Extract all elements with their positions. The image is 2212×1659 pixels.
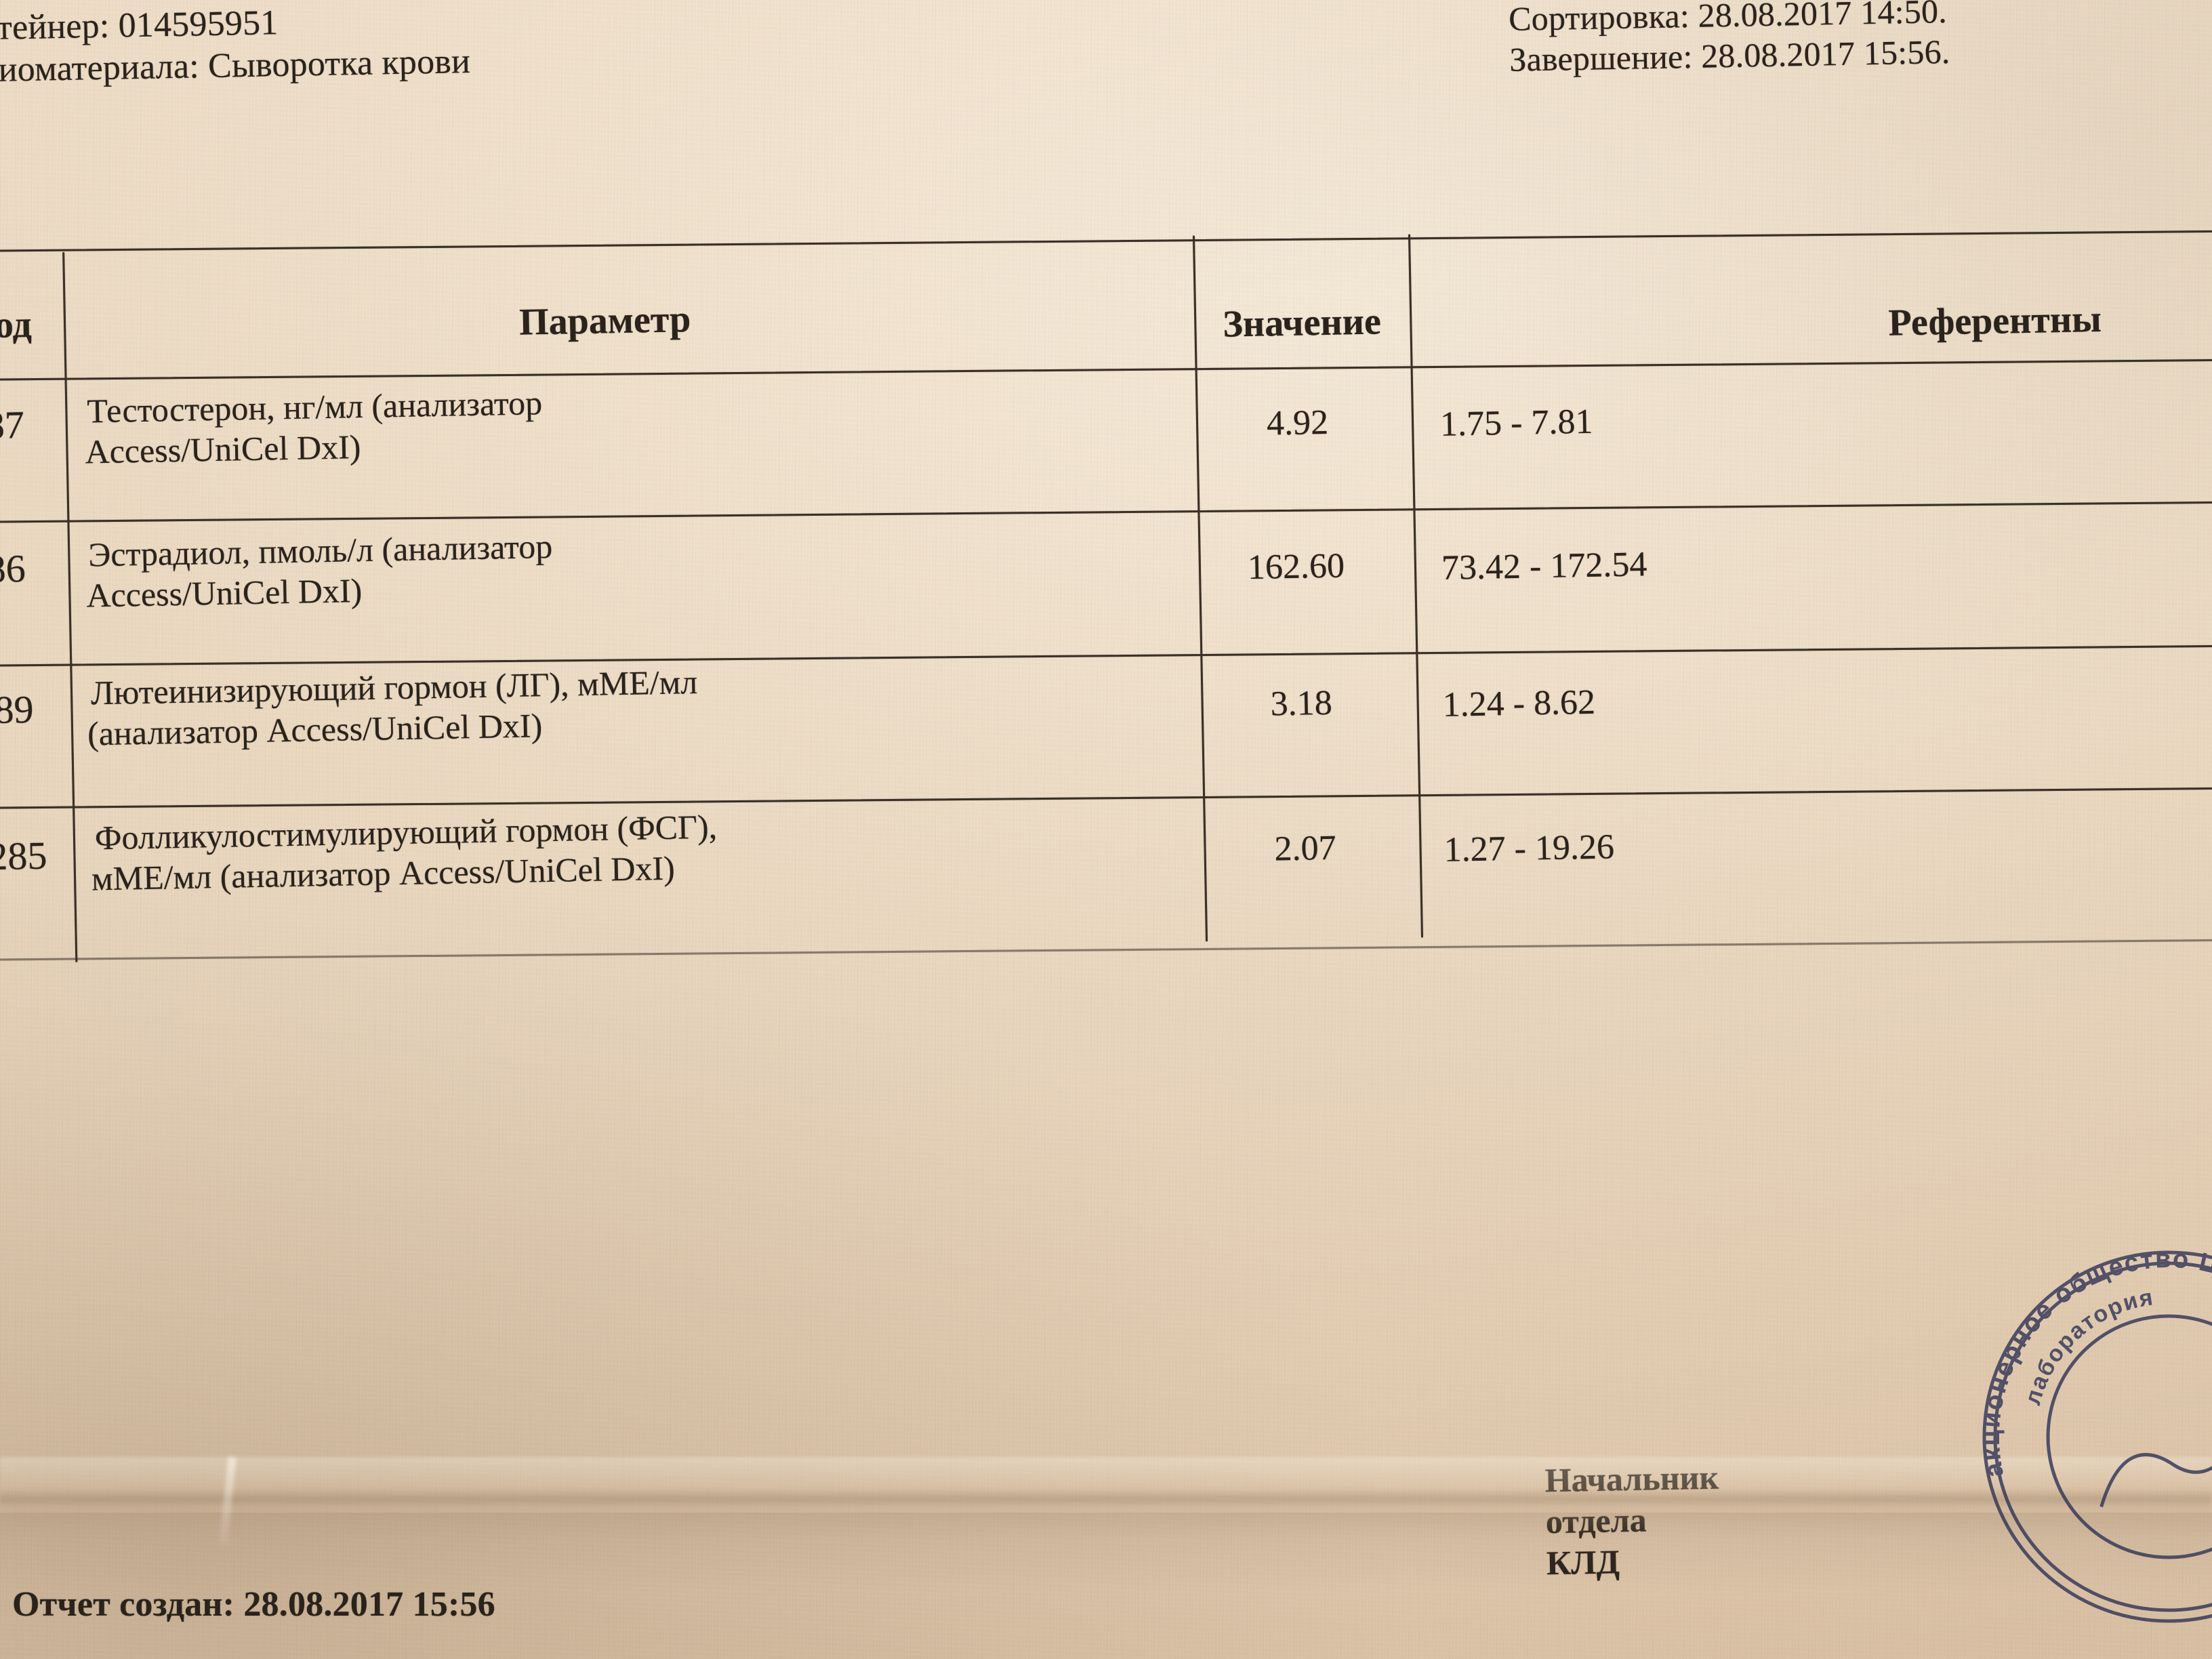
stamp-inner-ring [2046, 1314, 2212, 1559]
results-table: Код Параметр Значение Референтны 287 Тес… [0, 207, 2212, 962]
paper-bottom-shadow [0, 1513, 2212, 1659]
table-row: Access/UniCel DxI) [85, 571, 363, 615]
table-row: 1.24 - 8.62 [1442, 682, 1596, 724]
table-row: Лютеинизирующий гормон (ЛГ), мМЕ/мл [90, 663, 698, 712]
report-created-text: Отчет создан: 28.08.2017 15:56 [12, 1585, 495, 1624]
table-row: 73.42 - 172.54 [1441, 545, 1647, 588]
table-row: 162.60 [1247, 546, 1345, 588]
table-row: 286 [0, 546, 26, 592]
stamp-signature-stroke [2100, 1435, 2212, 1508]
table-divider-parameter [1192, 235, 1208, 942]
stamp-outer-ring [1982, 1250, 2212, 1623]
column-header-code: Код [0, 303, 33, 347]
table-row: Access/UniCel DxI) [85, 428, 361, 471]
table-row: 2.07 [1274, 828, 1337, 869]
table-divider-value [1408, 234, 1424, 938]
table-rule-top [0, 230, 2212, 253]
table-row: Тестостерон, нг/мл (анализатор [86, 384, 543, 430]
table-row: 4.92 [1266, 403, 1329, 443]
table-row: Эстрадиол, пмоль/л (анализатор [87, 527, 553, 574]
biomaterial-type-text: д биоматериала: Сыворотка крови [0, 42, 471, 90]
table-row: 289 [0, 687, 35, 733]
table-row: 285 [0, 833, 48, 879]
table-divider-code [62, 252, 78, 962]
table-rule-row3 [0, 787, 2212, 810]
column-header-value: Значение [1222, 300, 1382, 346]
stamp-outer-ring-thin [1993, 1261, 2212, 1612]
column-header-parameter: Параметр [518, 298, 691, 344]
container-number-text: контейнер: 014595951 [0, 3, 279, 49]
table-row: 287 [0, 403, 25, 448]
column-header-reference: Референтны [1887, 298, 2102, 344]
completion-timestamp: Завершение: 28.08.2017 15:56. [1509, 32, 1950, 79]
table-row: 1.27 - 19.26 [1443, 827, 1615, 869]
table-row: 1.75 - 7.81 [1439, 402, 1593, 444]
table-rule-row2 [0, 644, 2212, 668]
table-rule-bottom [0, 939, 2212, 961]
table-rule-header [0, 359, 2212, 382]
table-row: 3.18 [1270, 683, 1333, 724]
table-rule-row1 [0, 501, 2212, 524]
table-row: (анализатор Access/UniCel DxI) [87, 706, 543, 753]
paper-fold-shadow [0, 1457, 2212, 1538]
